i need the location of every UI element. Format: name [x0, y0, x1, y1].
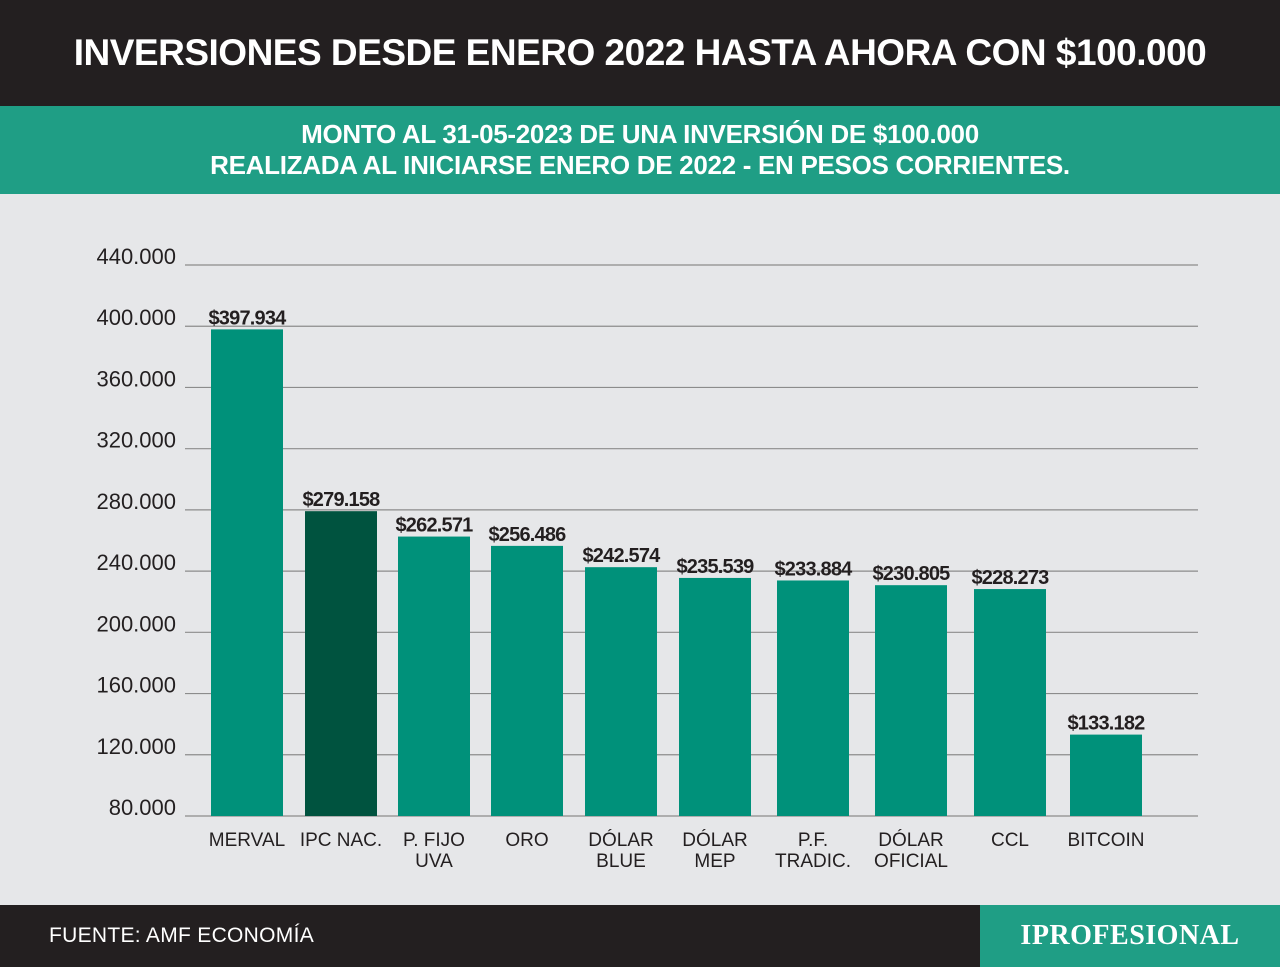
x-tick-label: ORO: [505, 830, 548, 851]
footer: FUENTE: AMF ECONOMÍA IPROFESIONAL: [0, 905, 1280, 967]
chart-subtitle-line-2: REALIZADA AL INICIARSE ENERO DE 2022 - E…: [210, 150, 1070, 180]
y-tick-label: 280.000: [96, 489, 176, 514]
bar: [398, 536, 470, 816]
x-tick-label: TRADIC.: [775, 851, 851, 872]
y-tick-label: 400.000: [96, 305, 176, 330]
bar: [679, 577, 751, 816]
source-note: FUENTE: AMF ECONOMÍA: [49, 924, 315, 947]
bar-chart: 80.000 120.000 160.000 200.000 240.000 280.00…: [96, 244, 1198, 872]
y-tick-label: 160.000: [96, 673, 176, 698]
data-label: $233.884: [774, 558, 853, 580]
x-tick-label: CCL: [991, 830, 1029, 851]
data-label: $242.574: [582, 545, 661, 567]
x-tick-label: MEP: [694, 851, 735, 872]
chart-title-bar: INVERSIONES DESDE ENERO 2022 HASTA AHORA…: [0, 0, 1280, 106]
y-tick-label: 240.000: [96, 550, 176, 575]
data-label: $228.273: [971, 567, 1049, 589]
chart-subtitle-line-1: MONTO AL 31-05-2023 DE UNA INVERSIÓN DE …: [301, 119, 979, 149]
data-label: $397.934: [208, 307, 287, 329]
data-label: $235.539: [676, 556, 754, 578]
x-tick-label: P. FIJO: [403, 830, 465, 851]
brand-logo: IPROFESIONAL: [1020, 920, 1240, 951]
y-tick-label: 80.000: [109, 795, 176, 820]
bar: [1070, 734, 1142, 816]
bar: [974, 589, 1046, 816]
y-tick-label: 440.000: [96, 244, 176, 269]
x-tick-label: DÓLAR: [878, 829, 943, 851]
chart-title: INVERSIONES DESDE ENERO 2022 HASTA AHORA…: [73, 32, 1207, 73]
bar: [585, 567, 657, 816]
bar: [875, 585, 947, 816]
chart-subtitle-bar: MONTO AL 31-05-2023 DE UNA INVERSIÓN DE …: [0, 106, 1280, 194]
x-tick-label: BITCOIN: [1067, 830, 1144, 851]
data-label: $133.182: [1067, 713, 1145, 735]
y-tick-label: 360.000: [96, 366, 176, 391]
x-tick-label: DÓLAR: [588, 829, 653, 851]
x-tick-label: P.F.: [798, 830, 828, 851]
data-label: $262.571: [395, 515, 473, 537]
bar: [777, 580, 849, 816]
data-label: $279.158: [302, 489, 380, 511]
y-tick-label: 320.000: [96, 428, 176, 453]
x-tick-label: BLUE: [596, 851, 646, 872]
y-tick-label: 200.000: [96, 611, 176, 636]
y-tick-label: 120.000: [96, 734, 176, 759]
data-label: $230.805: [872, 563, 950, 585]
x-tick-label: UVA: [415, 851, 453, 872]
x-tick-label: IPC NAC.: [300, 830, 382, 851]
bar: [211, 329, 283, 816]
x-tick-label: DÓLAR: [682, 829, 747, 851]
data-label: $256.486: [488, 524, 566, 546]
x-tick-label: OFICIAL: [874, 851, 948, 872]
chart-area: 80.000 120.000 160.000 200.000 240.000 280.00…: [0, 194, 1280, 905]
x-tick-label: MERVAL: [209, 830, 285, 851]
bar: [491, 545, 563, 816]
bar: [305, 511, 377, 816]
brand-box: IPROFESIONAL: [980, 905, 1280, 967]
